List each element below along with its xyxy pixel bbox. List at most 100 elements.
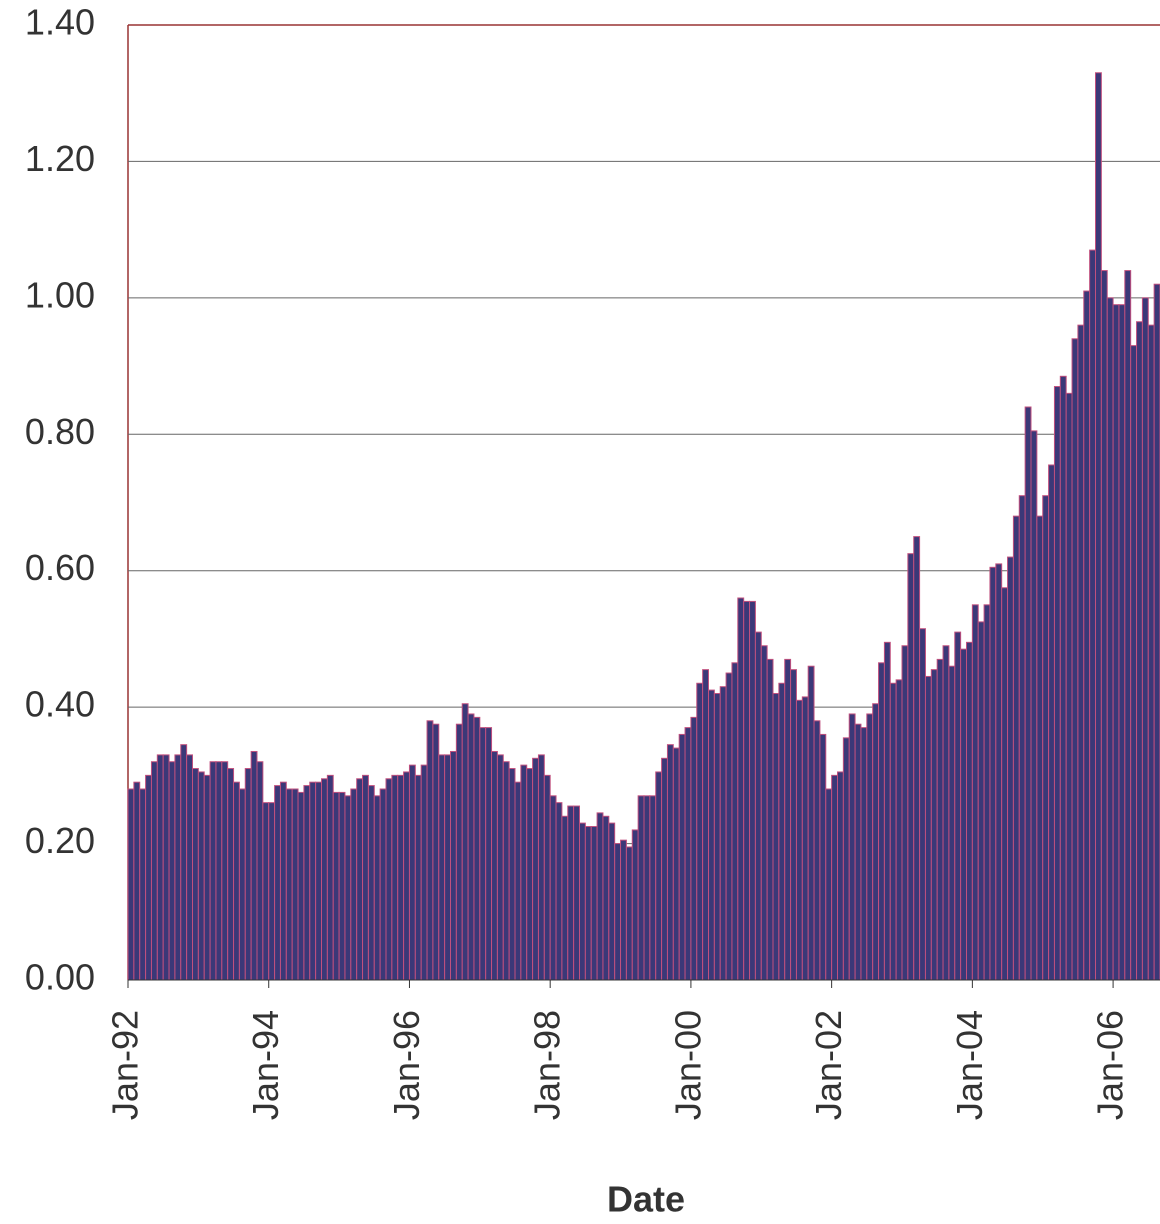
bar — [760, 645, 768, 981]
y-tick-label: 1.20 — [25, 138, 95, 179]
bar — [819, 733, 827, 981]
bar — [555, 802, 563, 981]
bar — [1053, 386, 1061, 981]
bar — [567, 805, 575, 981]
bar — [1042, 495, 1050, 981]
bar — [825, 788, 833, 981]
x-tick-label: Jan-02 — [808, 1010, 849, 1120]
bar — [1153, 283, 1160, 981]
bar — [145, 774, 152, 981]
bar — [444, 754, 451, 981]
bar — [420, 764, 428, 981]
bar — [842, 737, 850, 981]
bar — [180, 744, 188, 981]
bar — [373, 795, 381, 981]
bar — [872, 703, 880, 981]
bar — [1130, 345, 1138, 981]
bar — [784, 658, 792, 981]
y-tick-label: 0.20 — [25, 820, 95, 861]
bar — [860, 727, 868, 981]
bar — [1100, 270, 1108, 981]
bar — [385, 778, 393, 981]
bar — [315, 781, 322, 981]
bar — [907, 553, 915, 981]
bar — [1018, 495, 1026, 981]
bar — [203, 774, 211, 981]
bar — [725, 672, 733, 981]
bar — [455, 723, 463, 981]
bar — [479, 727, 487, 981]
bar — [526, 768, 534, 981]
bar — [1065, 392, 1073, 981]
bar — [414, 774, 422, 981]
bar — [133, 781, 141, 981]
bar — [977, 621, 985, 981]
bar — [291, 788, 299, 981]
bar — [491, 750, 498, 981]
bar — [766, 658, 774, 981]
bar — [549, 795, 557, 981]
bar — [238, 788, 246, 981]
bar — [807, 665, 815, 981]
bar — [743, 600, 751, 981]
y-tick-label: 0.40 — [25, 684, 95, 725]
bar — [537, 754, 545, 981]
bar — [350, 788, 358, 981]
bar — [960, 648, 967, 981]
bar — [508, 768, 516, 981]
y-tick-label: 1.00 — [25, 274, 95, 315]
bar — [467, 713, 475, 981]
bar — [866, 713, 874, 981]
bar — [321, 778, 328, 981]
bar — [1147, 324, 1155, 981]
bar — [426, 720, 434, 981]
bar — [889, 682, 897, 981]
bar — [543, 774, 551, 981]
bar — [162, 754, 170, 981]
bar — [936, 658, 944, 981]
bar — [279, 781, 287, 981]
bar — [1095, 72, 1102, 981]
bar — [244, 768, 252, 981]
bar — [262, 802, 270, 981]
bar — [690, 716, 698, 981]
bar — [666, 744, 674, 981]
bar — [197, 771, 205, 981]
bar — [168, 761, 176, 981]
bar — [268, 802, 276, 981]
bar — [514, 781, 522, 981]
bar — [473, 716, 481, 981]
bar — [684, 727, 692, 981]
bar — [989, 566, 997, 981]
bar — [256, 761, 264, 981]
bar — [848, 713, 856, 981]
bar — [1001, 587, 1009, 981]
bar — [174, 754, 182, 981]
y-tick-label: 0.80 — [25, 411, 95, 452]
bar — [233, 781, 240, 981]
bar — [1141, 297, 1149, 981]
bar — [1106, 297, 1114, 981]
bar — [1083, 290, 1091, 981]
bar — [1036, 515, 1044, 981]
bar — [878, 662, 885, 981]
bar — [831, 774, 838, 981]
x-axis-title: Date — [607, 1179, 685, 1220]
bar — [1077, 324, 1085, 981]
bar — [637, 795, 645, 981]
bar — [854, 723, 862, 981]
bar — [954, 631, 962, 981]
bar — [403, 771, 410, 981]
bar — [326, 774, 334, 981]
bar — [661, 757, 668, 981]
x-tick-label: Jan-06 — [1090, 1010, 1131, 1120]
bar — [719, 686, 727, 981]
bar — [708, 689, 715, 981]
bar — [221, 761, 229, 981]
bar — [285, 788, 293, 981]
bar — [895, 679, 903, 981]
bar — [379, 788, 387, 981]
bar — [608, 822, 616, 981]
bar — [579, 822, 586, 981]
bar — [309, 781, 317, 981]
